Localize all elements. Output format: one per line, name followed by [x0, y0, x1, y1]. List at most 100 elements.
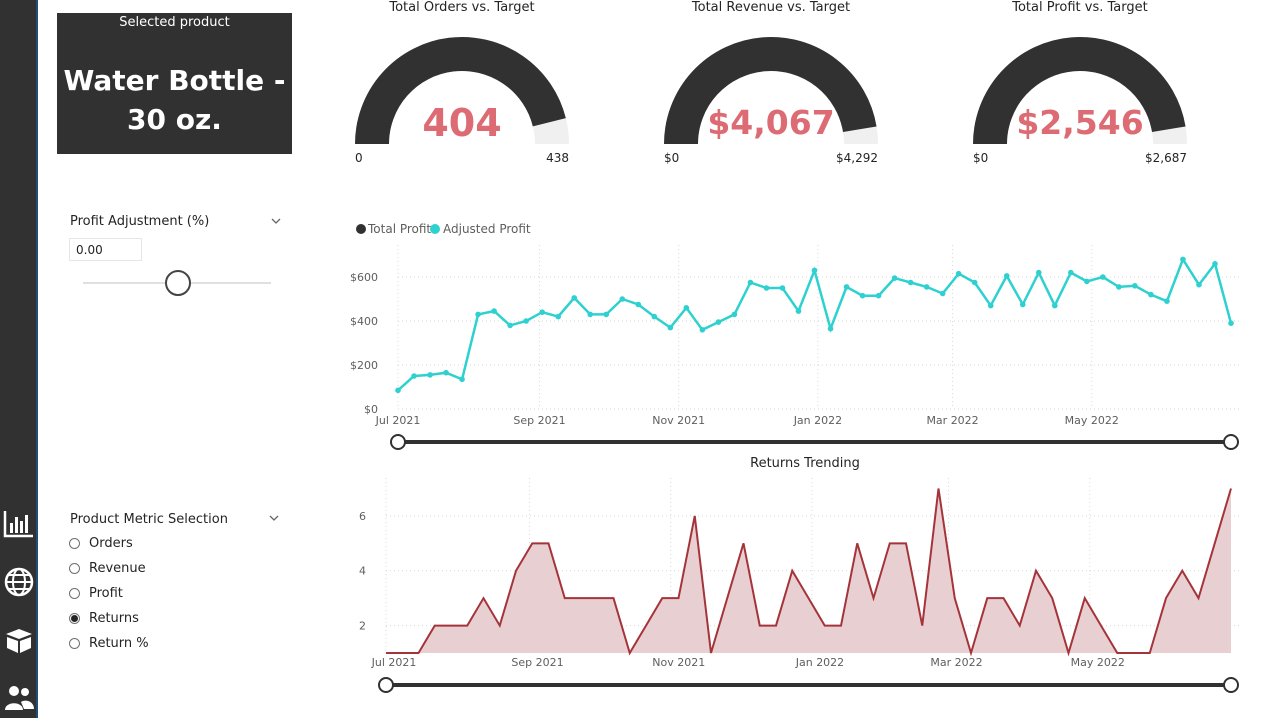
data-point	[1180, 256, 1186, 263]
y-tick-label: $0	[364, 403, 378, 416]
data-point	[619, 296, 626, 302]
card-value: Water Bottle - 30 oz.	[57, 61, 292, 139]
chevron-down-icon[interactable]	[269, 513, 279, 523]
card-label: Selected product	[119, 15, 230, 30]
card-value-line-2: 30 oz.	[127, 103, 222, 136]
data-point	[539, 309, 545, 315]
metric-option-return-pct[interactable]: Return %	[69, 633, 149, 653]
chart-legend: Total Profit Adjusted Profit	[356, 222, 531, 236]
data-point	[939, 290, 946, 297]
adjusted-profit-points	[395, 256, 1234, 394]
range-handle-start	[390, 434, 406, 450]
radio-button[interactable]	[69, 537, 80, 549]
range-handle-start	[378, 677, 394, 693]
data-point	[779, 285, 786, 291]
data-point	[1132, 283, 1138, 289]
gauge-revenue: Total Revenue vs. Target $4,067 $0 $4,29…	[651, 0, 891, 170]
bar-chart-icon[interactable]	[3, 507, 35, 539]
x-tick-label: Sep 2021	[511, 656, 563, 669]
data-point	[411, 373, 417, 379]
data-point	[1019, 301, 1026, 308]
profit-adjustment-input[interactable]: 0.00	[69, 238, 142, 261]
data-point	[1228, 320, 1234, 326]
legend-marker-adjusted-profit	[430, 224, 440, 234]
data-point	[1196, 281, 1202, 288]
box-icon[interactable]	[3, 624, 35, 656]
nav-rail	[0, 0, 38, 718]
profit-adjustment-slider[interactable]	[80, 270, 275, 298]
radio-button[interactable]	[69, 637, 80, 649]
data-point	[395, 387, 401, 394]
legend-marker-total-profit	[356, 224, 366, 234]
data-point	[827, 325, 834, 332]
date-range-slider[interactable]	[390, 434, 1239, 450]
gauge-value: $2,546	[1016, 103, 1143, 142]
metric-selection-title: Product Metric Selection	[70, 512, 228, 527]
x-tick-label: Nov 2021	[652, 656, 705, 669]
x-tick-label: Mar 2022	[930, 656, 982, 669]
data-point	[891, 275, 898, 281]
adjusted-profit-line	[397, 256, 1233, 392]
data-point	[475, 311, 481, 318]
data-point	[1212, 261, 1218, 267]
x-tick-label: May 2022	[1071, 656, 1125, 669]
y-axis-labels: $0 $200 $400 $600	[350, 271, 378, 416]
x-tick-label: Jan 2022	[793, 414, 842, 427]
data-point	[1035, 269, 1042, 276]
metric-option-returns[interactable]: Returns	[69, 608, 139, 628]
gauge-value: 404	[422, 101, 501, 145]
x-tick-label: Sep 2021	[513, 414, 565, 427]
metric-option-revenue[interactable]: Revenue	[69, 558, 146, 578]
data-point	[747, 279, 754, 286]
radio-button[interactable]	[69, 612, 80, 624]
range-handle-end	[1223, 434, 1239, 450]
metric-option-profit[interactable]: Profit	[69, 583, 123, 603]
data-point	[987, 302, 994, 309]
y-tick-label: $600	[350, 271, 378, 284]
data-point	[443, 369, 449, 376]
x-tick-label: Mar 2022	[926, 414, 978, 427]
data-point	[667, 324, 674, 331]
grid-lines	[397, 245, 1241, 410]
data-point	[1116, 284, 1122, 290]
x-tick-label: Jan 2022	[795, 656, 844, 669]
radio-button[interactable]	[69, 562, 80, 574]
x-tick-label: Jul 2021	[371, 656, 417, 669]
y-tick-label: $200	[350, 359, 378, 372]
option-label: Returns	[89, 610, 139, 626]
gauge-svg: $2,546	[973, 37, 1187, 145]
returns-area	[386, 488, 1231, 653]
gauge-title: Total Profit vs. Target	[1012, 0, 1148, 15]
returns-area-chart: Returns Trending 2 4 6 Jul 2021 Sep 2021 Nov…	[359, 456, 1241, 693]
data-point	[459, 376, 465, 383]
globe-icon[interactable]	[3, 566, 35, 598]
y-tick-label: 6	[359, 510, 366, 523]
gauge-max: $4,292	[836, 151, 878, 165]
data-point	[507, 322, 513, 329]
data-point	[923, 284, 930, 290]
data-point	[699, 327, 706, 333]
data-point	[907, 279, 914, 286]
profit-adjustment-title: Profit Adjustment (%)	[70, 214, 210, 229]
chevron-down-icon[interactable]	[271, 216, 281, 226]
y-tick-label: 2	[359, 620, 366, 633]
data-point	[811, 267, 818, 274]
data-point	[555, 313, 561, 320]
radio-button[interactable]	[69, 587, 80, 599]
users-icon[interactable]	[3, 682, 35, 714]
x-axis-labels: Jul 2021 Sep 2021 Nov 2021 Jan 2022 Mar 2022…	[371, 656, 1125, 669]
metric-option-orders[interactable]: Orders	[69, 533, 133, 553]
data-point	[571, 295, 578, 301]
data-point	[1003, 273, 1010, 279]
data-point	[587, 311, 594, 318]
gauge-fill	[973, 37, 1186, 145]
gauge-max: 438	[546, 151, 569, 165]
gauge-min: 0	[355, 151, 363, 165]
returns-line	[386, 488, 1232, 657]
date-range-slider[interactable]	[378, 677, 1239, 693]
data-point	[715, 319, 722, 325]
y-axis-labels: 2 4 6	[359, 510, 366, 633]
chart-title: Returns Trending	[750, 456, 860, 471]
gauge-min: $0	[973, 151, 989, 165]
legend-label-total-profit: Total Profit	[367, 222, 431, 236]
